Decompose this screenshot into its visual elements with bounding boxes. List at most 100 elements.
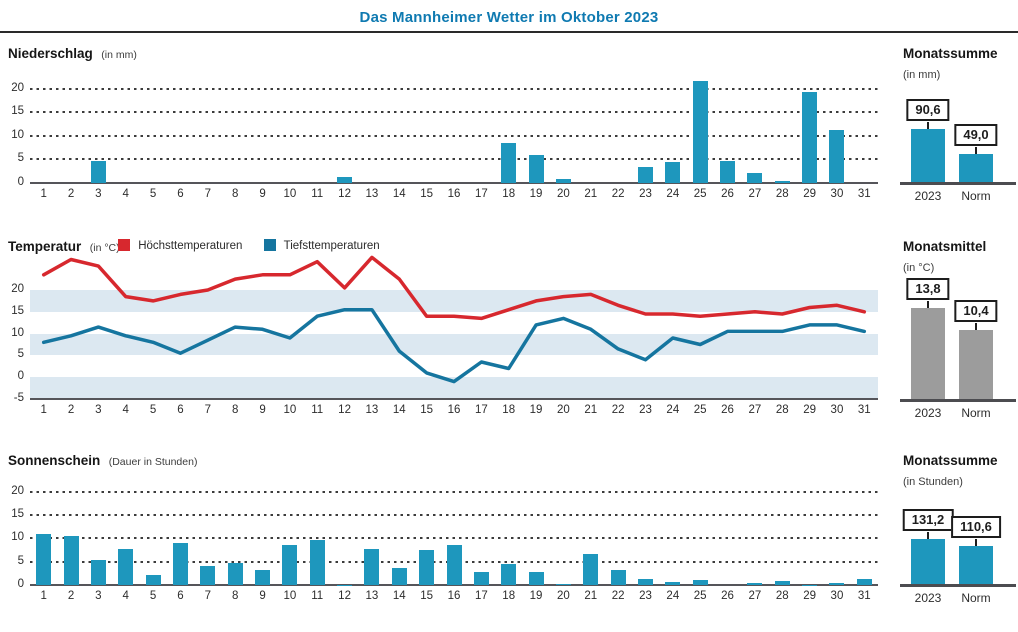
- x-tick-label: 23: [639, 188, 652, 200]
- x-tick-label: 27: [748, 188, 762, 200]
- bar-day-3: [90, 559, 106, 585]
- bar-day-30: [829, 130, 845, 183]
- bar-day-7: [200, 565, 216, 585]
- temperature-summary-heading: Monatsmittel (in °C): [903, 237, 986, 277]
- x-tick-label: 11: [311, 188, 324, 200]
- bar-day-24: [665, 582, 681, 585]
- sunshine-summary-chart: 131,2 2023 110,6 Norm: [900, 455, 1016, 632]
- x-tick-label: 15: [420, 590, 434, 602]
- title-divider: [0, 31, 1018, 33]
- x-tick-label: 30: [830, 590, 844, 602]
- bar-day-18: [501, 564, 517, 585]
- value-connector: [927, 300, 929, 308]
- x-tick-label: 30: [830, 404, 844, 416]
- temperature-summary-title: Monatsmittel: [903, 239, 987, 254]
- bar-day-16: [446, 545, 462, 585]
- x-tick-label: 5: [149, 404, 157, 416]
- summary-category-label: Norm: [961, 406, 991, 420]
- summary-axis-line: [900, 182, 1016, 185]
- x-tick-label: 27: [748, 404, 762, 416]
- bar-day-29: [802, 91, 818, 183]
- precipitation-summary-title: Monatssumme: [903, 46, 998, 61]
- bar-day-8: [227, 563, 243, 585]
- bar-day-28: [774, 181, 790, 183]
- x-tick-label: 2: [67, 404, 75, 416]
- x-tick-label: 2: [67, 590, 75, 602]
- y-tick-label: -5: [13, 392, 24, 404]
- precipitation-summary-heading: Monatssumme (in mm): [903, 44, 998, 84]
- y-tick-label: 5: [17, 554, 24, 567]
- x-tick-label: 13: [365, 404, 379, 416]
- x-tick-label: 26: [721, 188, 734, 200]
- bar-day-27: [747, 173, 763, 183]
- x-tick-label: 23: [639, 404, 652, 416]
- x-tick-label: 11: [311, 404, 324, 416]
- value-box: 13,8: [906, 277, 950, 300]
- x-tick-label: 13: [365, 590, 379, 602]
- x-tick-label: 14: [392, 404, 406, 416]
- low-temp-line: [41, 307, 867, 384]
- bar-day-23: [637, 578, 653, 585]
- temperature-summary-chart: 13,8 2023 10,4 Norm: [900, 270, 1016, 455]
- x-tick-label: 5: [149, 188, 157, 200]
- temperature-title: Temperatur: [8, 239, 82, 254]
- summary-category-label: Norm: [961, 591, 991, 605]
- precipitation-unit: (in mm): [101, 49, 137, 61]
- x-tick-label: 12: [338, 188, 351, 200]
- stripe-band: [30, 333, 878, 356]
- grid-line: [30, 537, 878, 540]
- y-tick-label: 15: [11, 508, 24, 520]
- bar-day-10: [282, 544, 298, 585]
- precipitation-summary-chart: 90,6 2023 49,0 Norm: [900, 53, 1016, 238]
- x-tick-label: 24: [666, 590, 680, 602]
- bar-day-22: [610, 569, 626, 585]
- summary-category-label: 2023: [914, 189, 942, 203]
- x-tick-label: 18: [502, 188, 516, 200]
- y-tick-label: 20: [11, 81, 24, 94]
- temperature-unit: (in °C): [89, 242, 120, 254]
- x-tick-label: 28: [775, 590, 789, 602]
- high-temp-swatch-icon: [118, 239, 130, 251]
- bar-day-20: [555, 179, 571, 183]
- x-tick-label: 19: [529, 188, 543, 200]
- x-tick-label: 20: [557, 404, 570, 416]
- x-tick-label: 22: [611, 188, 625, 200]
- bar-day-4: [118, 549, 134, 585]
- x-tick-label: 24: [666, 188, 680, 200]
- summary-bar-2023: [911, 128, 945, 183]
- grid-line: [30, 111, 878, 114]
- grid-line: [30, 87, 878, 90]
- summary-bar-2023: [911, 307, 945, 400]
- x-tick-label: 1: [40, 404, 47, 416]
- value-connector: [975, 146, 977, 154]
- bar-day-1: [36, 533, 52, 585]
- high-temp-legend-label: Höchsttemperaturen: [138, 240, 243, 252]
- x-tick-label: 17: [474, 590, 488, 602]
- summary-bar-norm: [959, 153, 993, 183]
- bar-day-25: [692, 81, 708, 183]
- x-tick-label: 6: [177, 590, 184, 602]
- x-tick-label: 1: [40, 188, 47, 200]
- y-tick-label: 20: [11, 484, 24, 497]
- summary-bar-norm: [959, 330, 993, 400]
- temperature-lines: [41, 255, 867, 384]
- value-box: 110,6: [951, 516, 1001, 539]
- x-tick-label: 13: [365, 188, 379, 200]
- grid-line: [30, 490, 878, 493]
- bar-day-3: [90, 161, 106, 183]
- x-tick-label: 18: [502, 590, 516, 602]
- x-tick-label: 4: [122, 188, 129, 200]
- x-tick-label: 21: [584, 188, 598, 200]
- value-box: 131,2: [902, 509, 954, 532]
- x-tick-label: 26: [721, 590, 734, 602]
- low-temp-swatch-icon: [263, 239, 276, 251]
- sunshine-title: Sonnenschein: [8, 453, 101, 468]
- temperature-heading: Temperatur (in °C): [8, 238, 120, 256]
- summary-bar-2023: [911, 539, 945, 585]
- bar-day-2: [63, 536, 79, 585]
- summary-category-label: 2023: [914, 591, 942, 605]
- temperature-chart: -5 0 5 10 15 20 1 2 3 4 5 6 7 8 9 10 11 12 13 14 15 16 17 18 19 2…: [11, 253, 878, 416]
- x-tick-label: 1: [40, 590, 47, 602]
- x-tick-label: 10: [283, 188, 297, 200]
